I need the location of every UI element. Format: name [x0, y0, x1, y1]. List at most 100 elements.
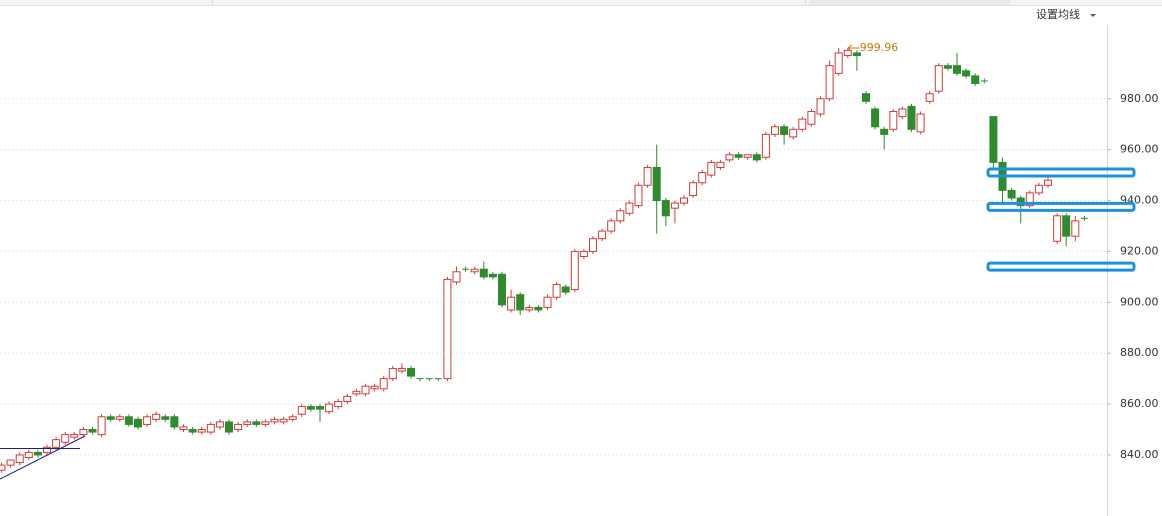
price-level — [986, 261, 1136, 272]
y-tick-label: 900.00 — [1120, 295, 1159, 308]
candle-body — [761, 133, 770, 158]
candle-body — [297, 406, 306, 415]
candle-body — [898, 108, 907, 118]
candle-body — [343, 395, 352, 403]
candle-body — [743, 154, 752, 158]
y-tick-label: 960.00 — [1120, 143, 1159, 156]
candle-body — [925, 93, 934, 102]
candle-body — [916, 113, 925, 133]
y-tick-label: 880.00 — [1120, 346, 1159, 359]
candle-body — [379, 378, 388, 390]
candle-body — [152, 413, 161, 420]
candle-body — [716, 161, 725, 168]
candle-body — [589, 238, 597, 252]
candle-body — [470, 268, 479, 273]
candle-body — [971, 75, 980, 85]
candle-body — [616, 210, 625, 222]
y-tick-label: 840.00 — [1120, 448, 1159, 461]
candle-body — [325, 403, 334, 413]
candle-body — [43, 446, 51, 453]
candle-body — [488, 273, 497, 278]
candle-body — [561, 286, 570, 293]
candle-body — [261, 421, 270, 425]
candle-body — [525, 306, 534, 311]
candle-body — [397, 367, 406, 372]
candle-body — [943, 65, 952, 69]
candle-body — [789, 128, 798, 138]
candle-body — [15, 454, 24, 464]
candle-body — [1053, 215, 1062, 242]
candle-body — [634, 184, 643, 207]
candle-body — [607, 220, 616, 232]
candle-body — [106, 416, 115, 420]
candle-body — [834, 52, 843, 74]
menu-button[interactable]: 设置均线 — [1036, 7, 1096, 21]
candle-body — [734, 154, 743, 158]
candle-body — [825, 65, 834, 100]
candle-body — [252, 421, 261, 425]
candle-body — [1062, 215, 1071, 237]
menu-caret[interactable] — [1090, 14, 1096, 17]
candle-body — [370, 385, 379, 390]
candle-body — [452, 271, 461, 283]
y-tick-label: 860.00 — [1120, 397, 1159, 410]
candle-body — [962, 70, 971, 77]
candle-body — [598, 230, 607, 240]
candle-body — [206, 423, 215, 433]
max-label: 999.96 — [860, 41, 899, 54]
candle-body — [288, 416, 297, 420]
candle-body — [852, 52, 861, 57]
price-level — [986, 167, 1136, 178]
max-arrow — [847, 44, 860, 52]
candle-body — [1071, 220, 1080, 237]
candle-body — [361, 385, 370, 395]
candle-body — [507, 296, 516, 311]
candle-body — [170, 416, 179, 428]
candle-body — [88, 429, 97, 433]
candle-body — [97, 416, 106, 436]
candle-body — [907, 105, 916, 130]
candle-body — [24, 451, 33, 458]
candle-body — [534, 306, 543, 311]
candle-body — [161, 416, 170, 420]
candle-body — [771, 126, 779, 135]
candle-body — [652, 166, 661, 202]
candle-body — [725, 154, 734, 161]
candle-body — [780, 126, 789, 135]
candle-body — [215, 421, 224, 428]
candle-body — [871, 108, 880, 128]
candle-body — [316, 406, 324, 410]
candle-body — [543, 296, 552, 308]
candle-body — [880, 128, 889, 135]
candle-body — [225, 421, 233, 433]
candle-body — [270, 418, 279, 423]
candle-body — [989, 116, 998, 163]
price-level — [986, 201, 1136, 212]
candle-body — [0, 464, 6, 471]
candle-body — [306, 406, 315, 410]
candle-body — [889, 110, 898, 130]
candle-body — [188, 429, 197, 433]
candle-body — [479, 268, 488, 278]
candle-body — [243, 421, 252, 425]
candle-body — [61, 434, 70, 443]
tab-strip — [810, 0, 1010, 5]
candle-body — [670, 202, 679, 209]
y-tick-label: 920.00 — [1120, 244, 1159, 257]
candle-body — [6, 459, 15, 466]
candle-body — [752, 154, 761, 161]
candle-body — [179, 426, 188, 431]
candle-body — [843, 49, 852, 57]
candle-body — [689, 182, 698, 196]
candle-body — [661, 200, 670, 217]
candle-body — [643, 166, 652, 186]
candle-body — [1044, 179, 1052, 186]
candle-body — [625, 202, 634, 214]
candle-body — [953, 65, 961, 74]
candle-body — [134, 418, 142, 428]
candle-body — [443, 278, 452, 380]
candle-body — [334, 401, 343, 408]
menu-label[interactable]: 设置均线 — [1036, 7, 1080, 21]
